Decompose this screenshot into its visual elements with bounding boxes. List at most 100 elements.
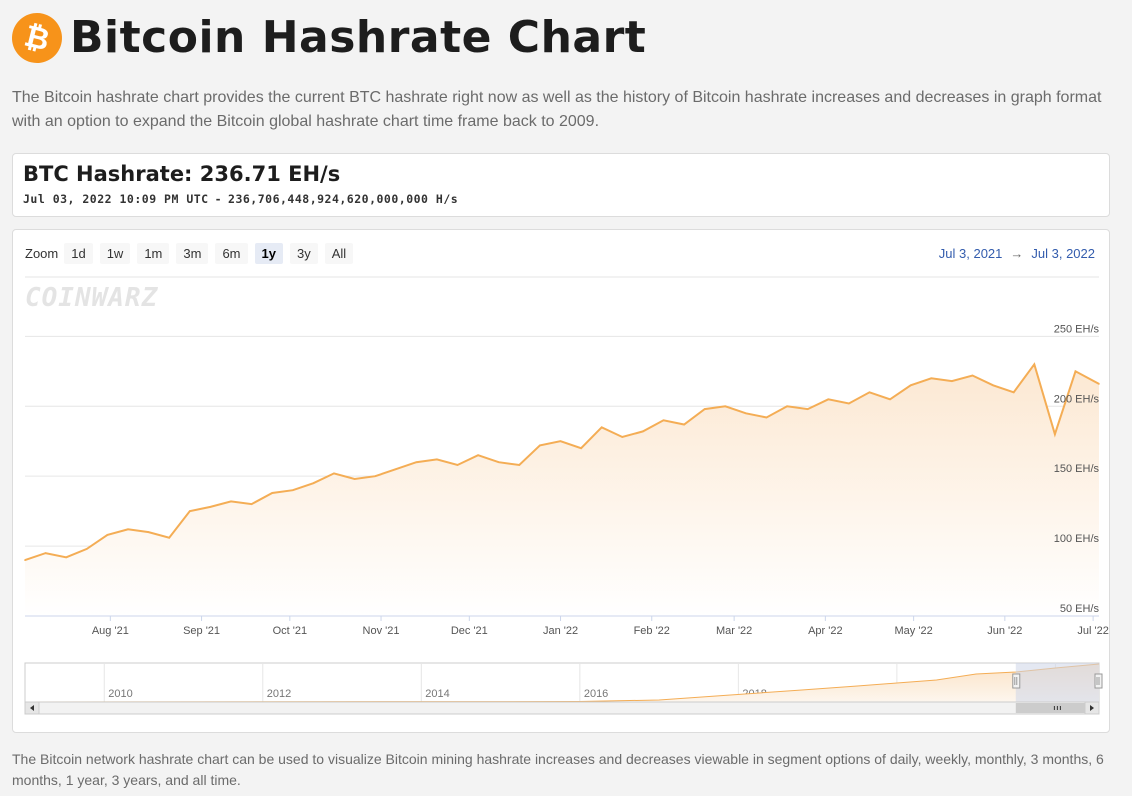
data-point	[786, 405, 788, 408]
data-point	[642, 430, 644, 433]
data-point	[477, 454, 479, 456]
chart-card: Zoom 1d 1w 1m 3m 6m 1y 3y All Jul 3, 202…	[12, 229, 1110, 733]
arrow-left-icon	[30, 705, 34, 711]
data-point	[683, 423, 685, 426]
data-point	[44, 552, 47, 554]
data-point	[580, 447, 582, 449]
data-point	[621, 436, 624, 438]
data-point	[292, 489, 294, 491]
zoom-button-3y[interactable]: 3y	[289, 243, 318, 264]
y-tick-label: 150 EH/s	[1054, 463, 1100, 475]
range-arrow: →	[1010, 246, 1024, 261]
data-point	[662, 419, 665, 422]
navigator-scrollbar[interactable]	[24, 701, 1100, 715]
data-point	[909, 384, 912, 387]
y-tick-label: 50 EH/s	[1060, 603, 1100, 615]
x-tick-label: Apr '22	[808, 625, 843, 637]
data-point	[745, 412, 747, 415]
data-point	[1054, 433, 1056, 435]
hashrate-details: Jul 03, 2022 10:09 PM UTC -236,706,448,92…	[23, 192, 458, 206]
title-row: ₿ Bitcoin Hashrate Chart	[6, 7, 647, 68]
data-point	[230, 500, 232, 503]
data-point	[168, 536, 170, 539]
hashrate-stat-card: BTC Hashrate: 236.71 EH/s Jul 03, 2022 1…	[12, 153, 1110, 217]
x-tick-label: Aug '21	[92, 625, 129, 637]
data-point	[1033, 363, 1036, 366]
x-tick-label: Jul '22	[1077, 625, 1108, 637]
date-range: Jul 3, 2021 → Jul 3, 2022	[939, 246, 1095, 261]
zoom-button-1y[interactable]: 1y	[254, 243, 283, 264]
data-point	[724, 405, 727, 408]
x-tick-label: May '22	[895, 625, 933, 637]
zoom-button-1m[interactable]: 1m	[137, 243, 170, 264]
zoom-button-all[interactable]: All	[324, 243, 354, 264]
data-point	[889, 398, 891, 401]
data-point	[992, 384, 994, 387]
data-point	[1098, 383, 1100, 385]
data-point	[106, 534, 109, 536]
zoom-button-1d[interactable]: 1d	[64, 243, 93, 264]
x-tick-label: Dec '21	[451, 625, 488, 637]
x-tick-label: Sep '21	[183, 625, 220, 637]
data-point	[497, 461, 500, 463]
data-point	[333, 472, 335, 475]
navigator[interactable]: 2010201220142016201820202022	[13, 660, 1109, 720]
data-point	[127, 528, 129, 531]
data-point	[271, 492, 274, 494]
data-point	[806, 408, 809, 410]
data-point	[147, 531, 150, 533]
data-point	[395, 468, 397, 470]
x-tick-label: Jan '22	[543, 625, 578, 637]
navigator-year-label: 2010	[108, 688, 132, 700]
y-tick-label: 250 EH/s	[1054, 323, 1100, 335]
data-point	[868, 391, 871, 394]
data-point	[189, 510, 191, 512]
hashrate-headline: BTC Hashrate: 236.71 EH/s	[23, 162, 341, 186]
navigator-selected-range	[1015, 663, 1099, 702]
x-tick-label: Mar '22	[716, 625, 752, 637]
intro-text: The Bitcoin hashrate chart provides the …	[12, 89, 1102, 130]
data-point	[1074, 370, 1077, 373]
zoom-button-6m[interactable]: 6m	[215, 243, 248, 264]
x-tick-label: Feb '22	[634, 625, 670, 637]
data-point	[24, 559, 26, 561]
data-point	[250, 503, 253, 505]
data-point	[848, 402, 850, 405]
navigator-year-label: 2014	[425, 688, 449, 700]
hashrate-area	[25, 364, 1099, 616]
navigator-year-label: 2012	[267, 688, 291, 700]
hashrate-timestamp: Jul 03, 2022 10:09 PM UTC	[23, 192, 209, 206]
page-title: Bitcoin Hashrate Chart	[70, 12, 647, 63]
data-point	[456, 464, 459, 466]
data-point	[353, 478, 356, 480]
zoom-button-1w[interactable]: 1w	[99, 243, 131, 264]
range-from[interactable]: Jul 3, 2021	[938, 246, 1003, 261]
data-point	[600, 426, 603, 429]
data-point	[930, 377, 933, 380]
zoom-bar: Zoom 1d 1w 1m 3m 6m 1y 3y All	[25, 243, 360, 264]
data-point	[1012, 391, 1015, 394]
navigator-area	[25, 664, 1099, 702]
data-point	[971, 374, 974, 377]
data-point	[415, 461, 418, 463]
data-point	[765, 416, 768, 419]
outro-text: The Bitcoin network hashrate chart can b…	[12, 751, 1104, 788]
x-tick-label: Oct '21	[273, 625, 308, 637]
data-point	[209, 506, 212, 508]
y-tick-label: 100 EH/s	[1054, 533, 1100, 545]
hashrate-separator: -	[214, 192, 223, 206]
range-to[interactable]: Jul 3, 2022	[1031, 246, 1095, 261]
data-point	[518, 464, 521, 466]
data-point	[827, 398, 830, 401]
data-point	[312, 482, 315, 484]
data-point	[436, 458, 438, 461]
arrow-right-icon	[1090, 705, 1094, 711]
coinwarz-watermark: COINWARZ	[25, 283, 159, 313]
data-point	[951, 380, 953, 382]
x-tick-label: Nov '21	[363, 625, 400, 637]
data-point	[374, 475, 377, 477]
navigator-year-label: 2016	[584, 688, 608, 700]
data-point	[539, 444, 541, 447]
zoom-button-3m[interactable]: 3m	[176, 243, 209, 264]
